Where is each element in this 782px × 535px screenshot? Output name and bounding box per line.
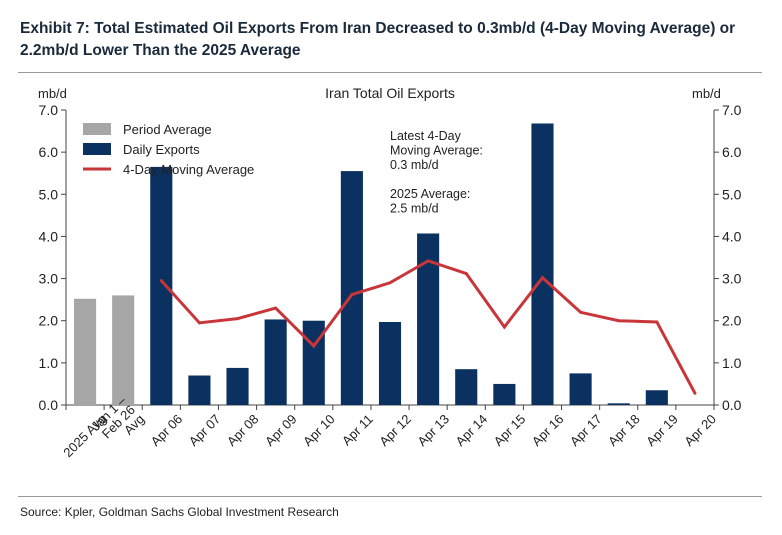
line-point [502,325,506,329]
x-tick-label: Apr 19 [643,411,681,449]
x-tick-label: Apr 14 [453,411,491,449]
y-tick-label-right: 6.0 [722,144,742,160]
line-point [274,306,278,310]
annotation-text: Moving Average: [390,144,483,158]
x-tick-label: Apr 08 [224,411,262,449]
line-point [159,279,163,283]
bar-daily-exports [531,123,554,405]
x-tick-label-line: Apr 10 [300,411,338,449]
legend-swatch [83,123,111,135]
line-point [464,272,468,276]
y-tick-label-right: 3.0 [722,271,742,287]
divider [18,72,762,73]
x-tick-label: Apr 17 [567,411,605,449]
x-tick-label-line: Apr 13 [414,411,452,449]
y-axis-label-right: mb/d [692,86,721,101]
bar-daily-exports [150,166,173,405]
x-tick-label-line: Apr 06 [148,411,186,449]
x-tick-label-line: Apr 11 [339,411,376,448]
x-tick-label-line: Apr 15 [491,411,529,449]
x-tick-label: Apr 07 [186,411,224,449]
annotation-text: 2025 Average: [390,187,470,201]
line-point [312,344,316,348]
y-tick-label-right: 7.0 [722,102,742,118]
x-tick-label-line: Apr 14 [453,411,491,449]
annotation-text: Latest 4-Day [390,129,462,143]
bar-daily-exports [645,390,668,405]
annotation-text: 0.3 mb/d [390,158,439,172]
line-point [693,391,697,395]
y-tick-label-right: 0.0 [722,397,742,413]
line-point [236,317,240,321]
legend-label: Period Average [123,122,212,137]
bar-daily-exports [226,367,249,405]
x-tick-label-line: Apr 08 [224,411,262,449]
legend-label: Daily Exports [123,142,200,157]
y-tick-label-left: 5.0 [39,186,59,202]
line-point [197,321,201,325]
bar-daily-exports [340,171,363,405]
divider [18,496,762,497]
x-tick-label-line: Apr 18 [605,411,643,449]
bar-period-average [112,295,135,405]
bar-daily-exports [493,383,516,405]
x-tick-label: Apr 18 [605,411,643,449]
y-tick-label-right: 5.0 [722,186,742,202]
y-tick-label-right: 2.0 [722,313,742,329]
bar-daily-exports [569,373,592,405]
bar-period-average [74,298,97,405]
line-point [388,281,392,285]
x-tick-label-line: Apr 17 [567,411,605,449]
line-point [655,320,659,324]
x-tick-label-line: Apr 20 [681,411,719,449]
x-tick-label-line: Apr 09 [262,411,300,449]
source-note: Source: Kpler, Goldman Sachs Global Inve… [20,505,339,519]
line-point [579,310,583,314]
x-tick-label: Apr 12 [376,411,414,449]
x-tick-label-line: Apr 16 [529,411,567,449]
y-tick-label-left: 6.0 [39,144,59,160]
y-tick-label-right: 1.0 [722,355,742,371]
y-tick-label-left: 1.0 [39,355,59,371]
line-point [540,276,544,280]
bar-daily-exports [264,319,287,405]
bar-daily-exports [188,375,211,405]
x-tick-label: Apr 16 [529,411,567,449]
x-tick-label-line: Apr 19 [643,411,681,449]
y-tick-label-left: 2.0 [39,313,59,329]
y-tick-label-right: 4.0 [722,228,742,244]
chart-title: Iran Total Oil Exports [325,85,455,101]
bar-daily-exports [417,233,440,405]
bar-daily-exports [378,321,402,405]
y-axis-label-left: mb/d [38,86,67,101]
y-tick-label-left: 3.0 [39,271,59,287]
x-tick-label: Apr 15 [491,411,529,449]
x-tick-label-line: Apr 12 [376,411,414,449]
x-tick-label: Apr 10 [300,411,338,449]
x-tick-label-line: Apr 07 [186,411,224,449]
x-tick-label: Apr 13 [414,411,452,449]
line-point [426,259,430,263]
x-tick-label: Apr 06 [148,411,186,449]
bar-daily-exports [455,369,478,405]
y-tick-label-left: 7.0 [39,102,59,118]
x-tick-label: Apr 11 [339,411,376,448]
x-tick-label: Apr 20 [681,411,719,449]
exhibit-title: Exhibit 7: Total Estimated Oil Exports F… [20,20,736,59]
y-tick-label-left: 4.0 [39,228,59,244]
legend-swatch [83,143,111,155]
x-tick-label: Jan 1 –Feb 26Avg [88,392,148,452]
line-point [350,293,354,297]
x-tick-label: Apr 09 [262,411,300,449]
annotation-text: 2.5 mb/d [390,202,439,216]
legend-label: 4-Day Moving Average [123,162,254,177]
line-point [617,319,621,323]
y-tick-label-left: 0.0 [39,397,59,413]
bar-daily-exports [607,403,630,405]
